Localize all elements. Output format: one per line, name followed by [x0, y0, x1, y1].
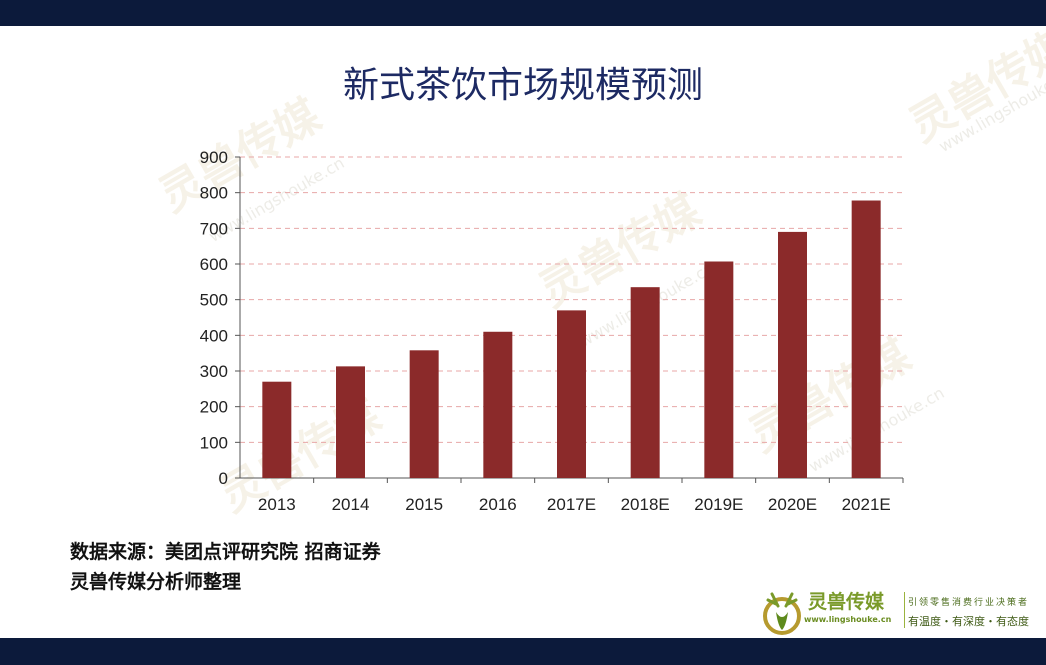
- bar: [630, 287, 660, 478]
- label-layer: 0 100 200 300 400 500 600 700 800 900 2013 2014 2015…: [200, 148, 891, 514]
- bar: [704, 261, 734, 478]
- bar: [778, 231, 807, 478]
- x-tick-label: 2016: [479, 495, 517, 514]
- y-tick-label: 900: [200, 148, 228, 167]
- y-tick-label: 700: [200, 219, 228, 238]
- y-tick-label: 400: [200, 326, 228, 345]
- y-tick-label: 600: [200, 255, 228, 274]
- x-tick-label: 2013: [258, 495, 296, 514]
- bottom-frame-bar: [0, 638, 1046, 665]
- x-tick-label: 2020E: [768, 495, 817, 514]
- bar: [557, 310, 586, 478]
- source-note: 数据来源：美团点评研究院 招商证券: [70, 541, 381, 563]
- deer-icon: [763, 592, 801, 635]
- brand-logo: 灵兽传媒 www.lingshouke.cn 引领零售消费行业决策者 有温度・有…: [756, 584, 1046, 638]
- brand-url: www.lingshouke.cn: [804, 615, 892, 624]
- bar: [483, 331, 513, 478]
- x-tick-label: 2019E: [694, 495, 743, 514]
- brand-tagline: 有温度・有深度・有态度: [908, 615, 1029, 628]
- x-tick-label: 2014: [332, 495, 370, 514]
- y-tick-label: 500: [200, 291, 228, 310]
- bar: [262, 381, 292, 478]
- bar: [409, 350, 439, 478]
- top-frame-bar: [0, 0, 1046, 26]
- x-tick-label: 2015: [405, 495, 443, 514]
- analyst-note: 灵兽传媒分析师整理: [70, 571, 242, 593]
- y-tick-label: 0: [219, 469, 228, 488]
- x-tick-label: 2017E: [547, 495, 596, 514]
- y-tick-label: 300: [200, 362, 228, 381]
- y-tick-label: 200: [200, 398, 228, 417]
- chart-title: 新式茶饮市场规模预测: [342, 65, 703, 106]
- bar: [851, 200, 881, 478]
- x-tick-label: 2018E: [621, 495, 670, 514]
- x-tick-label: 2021E: [842, 495, 891, 514]
- bar-layer: [262, 200, 881, 478]
- y-tick-label: 800: [200, 184, 228, 203]
- bar: [336, 366, 365, 478]
- brand-divider: [904, 592, 905, 628]
- brand-name: 灵兽传媒: [808, 591, 885, 613]
- brand-slogan: 引领零售消费行业决策者: [908, 598, 1030, 608]
- y-tick-label: 100: [200, 433, 228, 452]
